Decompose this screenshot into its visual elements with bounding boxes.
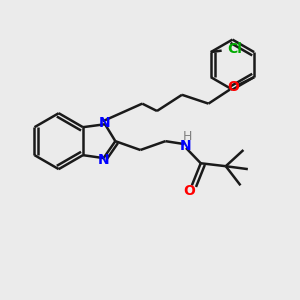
Text: O: O xyxy=(228,80,239,94)
Text: O: O xyxy=(183,184,195,198)
Text: N: N xyxy=(98,153,109,166)
Text: N: N xyxy=(180,139,192,153)
Text: Cl: Cl xyxy=(227,42,242,56)
Text: H: H xyxy=(183,130,192,143)
Text: N: N xyxy=(99,116,111,130)
